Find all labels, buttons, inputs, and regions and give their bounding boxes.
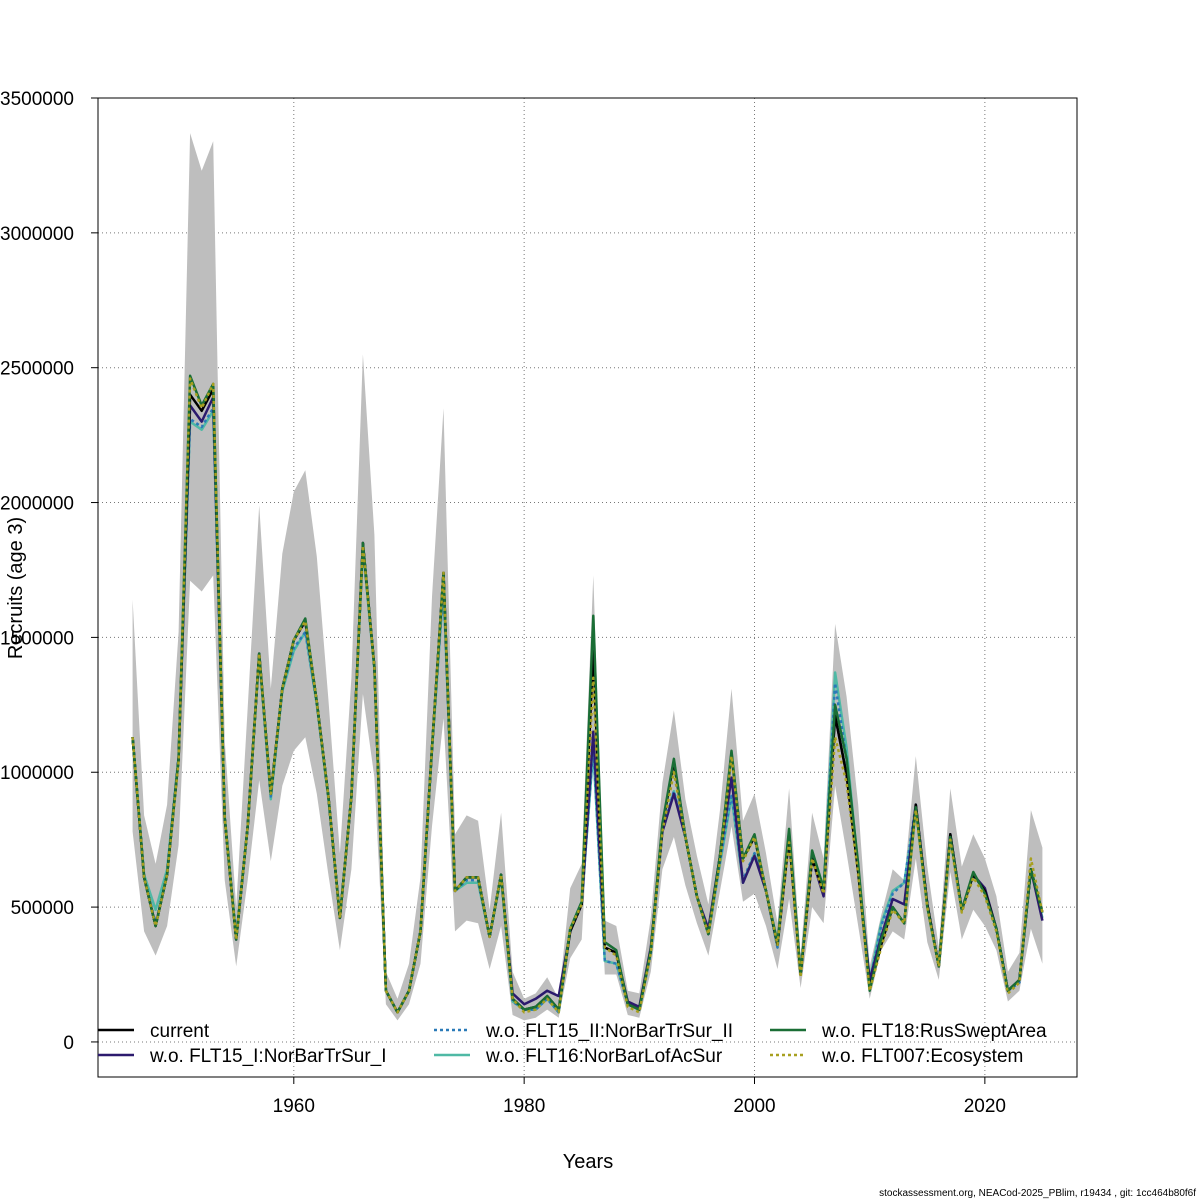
- legend-label-4: w.o. FLT18:RusSweptArea: [821, 1021, 1047, 1042]
- legend-label-1: w.o. FLT15_I:NorBarTrSur_I: [149, 1046, 387, 1067]
- y-axis: 0 500000 1000000 1500000 2000000 2500000 30000…: [0, 89, 98, 1054]
- x-axis: 1960 1980 2000 2020: [273, 1077, 1006, 1117]
- y-tick-label: 1500000: [0, 628, 74, 649]
- series-lines-layer: [131, 374, 1044, 1014]
- plot-frame: [97, 97, 1078, 1078]
- confidence-band-layer: [132, 133, 1043, 1021]
- y-tick-label: 500000: [11, 898, 74, 919]
- x-tick-label: 2000: [733, 1096, 775, 1117]
- x-tick-label: 1960: [273, 1096, 315, 1117]
- y-tick-label: 3500000: [0, 89, 74, 110]
- x-tick-label: 2020: [964, 1096, 1006, 1117]
- legend-label-3: w.o. FLT16:NorBarLofAcSur: [485, 1046, 723, 1067]
- legend: current w.o. FLT15_I:NorBarTrSur_I w.o. FL…: [98, 1021, 1047, 1067]
- footer-credit: stockassessment.org, NEACod-2025_PBlim, …: [879, 1188, 1196, 1199]
- y-tick-label: 2000000: [0, 494, 74, 515]
- x-axis-title: Years: [563, 1151, 613, 1173]
- y-axis-title: Recruits (age 3): [5, 517, 27, 659]
- legend-label-2: w.o. FLT15_II:NorBarTrSur_II: [485, 1021, 733, 1042]
- y-tick-label: 0: [63, 1033, 74, 1054]
- series-line-5: [131, 377, 1044, 1014]
- legend-label-0: current: [150, 1021, 210, 1042]
- legend-label-5: w.o. FLT007:Ecosystem: [821, 1046, 1023, 1067]
- confidence-band: [132, 133, 1043, 1021]
- y-tick-label: 3000000: [0, 224, 74, 245]
- y-tick-label: 2500000: [0, 359, 74, 380]
- y-tick-label: 1000000: [0, 763, 74, 784]
- x-tick-label: 1980: [503, 1096, 545, 1117]
